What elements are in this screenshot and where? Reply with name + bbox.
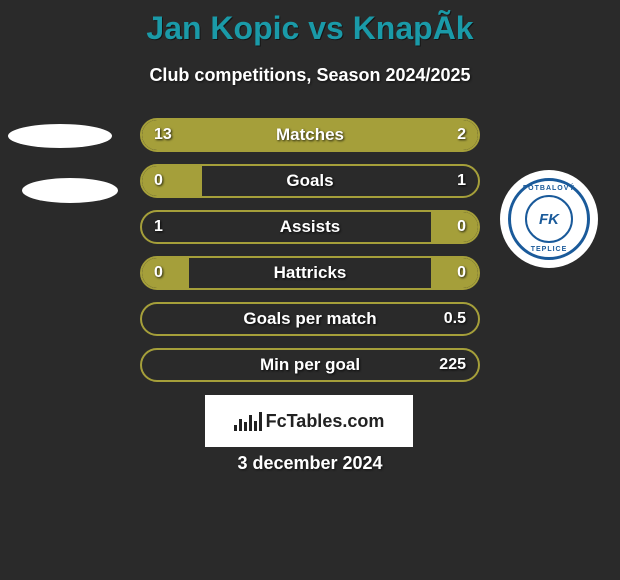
fctables-attribution: FcTables.com [205, 395, 413, 447]
stat-label: Goals per match [142, 304, 478, 334]
badge-arc-bottom: TEPLICE [531, 246, 568, 253]
badge-ring: FOTBALOVÝ FK TEPLICE [508, 178, 590, 260]
stat-row: 13Matches2 [140, 118, 480, 152]
logo-bar [254, 421, 257, 431]
badge-center: FK [525, 195, 573, 243]
stat-right-value: 2 [457, 120, 466, 150]
stat-right-value: 1 [457, 166, 466, 196]
badge-arc-top: FOTBALOVÝ [523, 185, 575, 192]
stat-row: Min per goal225 [140, 348, 480, 382]
player-placeholder-shape [22, 178, 118, 203]
logo-bar [259, 412, 262, 431]
subtitle: Club competitions, Season 2024/2025 [0, 65, 620, 86]
stat-label: Goals [142, 166, 478, 196]
stat-row: Goals per match0.5 [140, 302, 480, 336]
stat-row: 1Assists0 [140, 210, 480, 244]
comparison-chart: 13Matches20Goals11Assists00Hattricks0Goa… [140, 118, 480, 394]
logo-bar [249, 415, 252, 431]
date-label: 3 december 2024 [0, 453, 620, 474]
stat-row: 0Goals1 [140, 164, 480, 198]
fctables-logo-icon [234, 411, 262, 431]
stat-right-value: 0 [457, 212, 466, 242]
stat-row: 0Hattricks0 [140, 256, 480, 290]
fctables-label: FcTables.com [266, 411, 385, 432]
stat-right-value: 0.5 [444, 304, 466, 334]
logo-bar [244, 422, 247, 431]
stat-right-value: 225 [439, 350, 466, 380]
stat-label: Hattricks [142, 258, 478, 288]
stat-label: Matches [142, 120, 478, 150]
stat-right-value: 0 [457, 258, 466, 288]
right-club-badge: FOTBALOVÝ FK TEPLICE [500, 170, 598, 268]
stat-label: Assists [142, 212, 478, 242]
logo-bar [239, 419, 242, 431]
page-title: Jan Kopic vs KnapÃ­k [0, 0, 620, 47]
stat-label: Min per goal [142, 350, 478, 380]
player-placeholder-shape [8, 124, 112, 148]
logo-bar [234, 425, 237, 431]
